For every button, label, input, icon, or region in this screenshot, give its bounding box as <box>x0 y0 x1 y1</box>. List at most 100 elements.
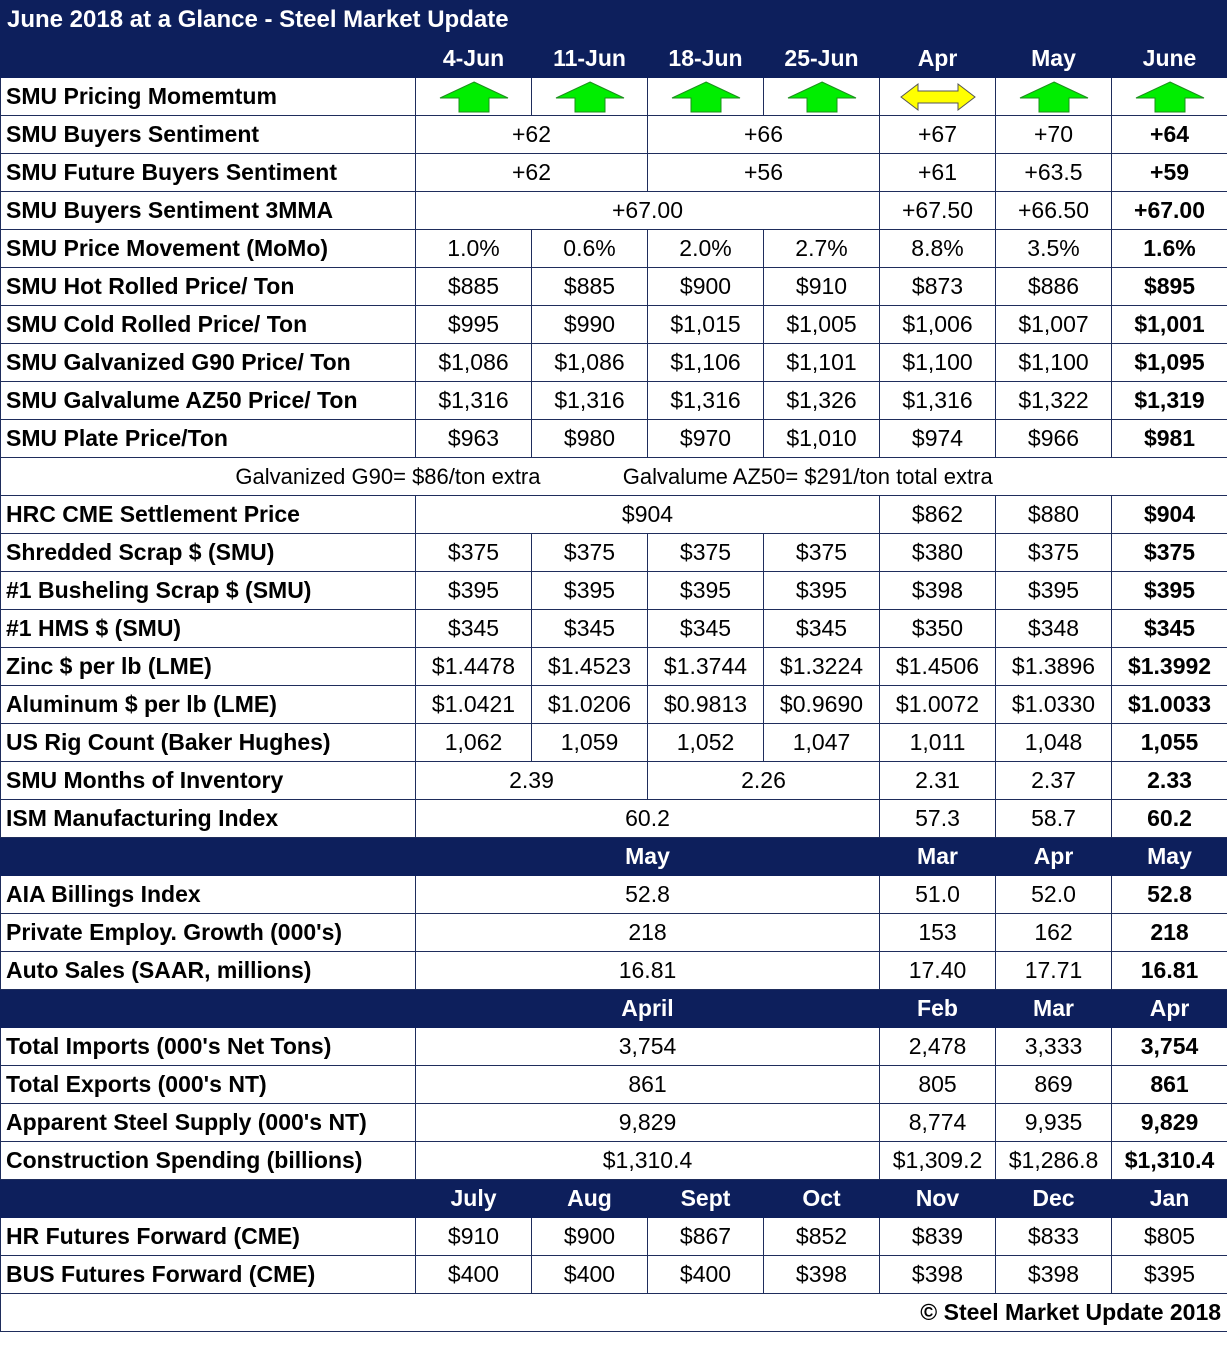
row-label: HRC CME Settlement Price <box>0 495 416 534</box>
table-cell: $1,286.8 <box>995 1141 1112 1180</box>
table-cell: $886 <box>995 267 1112 306</box>
table-cell: 1,062 <box>415 723 532 762</box>
left-right-arrow-icon <box>899 82 976 111</box>
table-cell: $0.9690 <box>763 685 880 724</box>
section2-rows: AIA Billings Index 52.8 51.0 52.0 52.8 Privat… <box>0 875 1227 990</box>
week-header-row: 4-Jun 11-Jun 18-Jun 25-Jun Apr May June <box>0 39 1227 78</box>
table-cell: +66 <box>647 115 880 154</box>
table-cell: $395 <box>995 571 1112 610</box>
table-cell: $375 <box>995 533 1112 572</box>
table-row: Auto Sales (SAAR, millions) 16.81 17.40 17.… <box>0 951 1227 990</box>
table-cell: 17.40 <box>879 951 996 990</box>
table-cell: $1,100 <box>995 343 1112 382</box>
table-row: Zinc $ per lb (LME) $1.4478 $1.4523 $1.3744… <box>0 647 1227 686</box>
table-cell: $963 <box>415 419 532 458</box>
table-title: June 2018 at a Glance - Steel Market Upd… <box>0 0 1227 40</box>
table-row: Construction Spending (billions) $1,310.4… <box>0 1141 1227 1180</box>
table-cell: 9,829 <box>415 1103 880 1142</box>
table-cell: $1,316 <box>647 381 764 420</box>
section-header: Feb <box>879 989 996 1028</box>
inventory-row: SMU Months of Inventory 2.39 2.26 2.31 2… <box>0 761 1227 800</box>
table-cell: $375 <box>647 533 764 572</box>
table-cell: $1,316 <box>879 381 996 420</box>
table-cell: $974 <box>879 419 996 458</box>
table-cell: $1.4478 <box>415 647 532 686</box>
table-row: SMU Galvalume AZ50 Price/ Ton $1,316 $1,31… <box>0 381 1227 420</box>
row-label: Aluminum $ per lb (LME) <box>0 685 416 724</box>
header-spacer <box>0 39 416 78</box>
table-row: SMU Hot Rolled Price/ Ton $885 $885 $900 $91… <box>0 267 1227 306</box>
table-cell: $910 <box>415 1217 532 1256</box>
table-cell: $805 <box>1110 1217 1227 1256</box>
table-row: SMU Cold Rolled Price/ Ton $995 $990 $1,015… <box>0 305 1227 344</box>
table-cell: $400 <box>415 1255 532 1294</box>
month-header: May <box>995 39 1112 78</box>
table-cell: $862 <box>879 495 996 534</box>
futures-month-header: Dec <box>995 1179 1112 1218</box>
table-cell: +62 <box>415 153 648 192</box>
up-arrow-icon <box>439 80 508 112</box>
table-cell: $885 <box>531 267 648 306</box>
footer-row: © Steel Market Update 2018 <box>0 1293 1227 1332</box>
row-label: Total Imports (000's Net Tons) <box>0 1027 416 1066</box>
current-cell: 218 <box>1110 913 1227 952</box>
row-label: AIA Billings Index <box>0 875 416 914</box>
table-row: SMU Plate Price/Ton $963 $980 $970 $1,010 $97… <box>0 419 1227 458</box>
table-cell: 2.39 <box>415 761 648 800</box>
row-label: SMU Future Buyers Sentiment <box>0 153 416 192</box>
table-row: Total Exports (000's NT) 861 805 869 861 <box>0 1065 1227 1104</box>
row-label: Construction Spending (billions) <box>0 1141 416 1180</box>
month-header: June <box>1110 39 1227 78</box>
title-row: June 2018 at a Glance - Steel Market Upd… <box>0 0 1227 40</box>
header-spacer <box>0 989 416 1028</box>
current-cell: $1.0033 <box>1110 685 1227 724</box>
table-cell: 869 <box>995 1065 1112 1104</box>
current-cell: $395 <box>1110 571 1227 610</box>
table-row: Apparent Steel Supply (000's NT) 9,829 8,7… <box>0 1103 1227 1142</box>
table-cell: 2.0% <box>647 229 764 268</box>
momentum-row: SMU Pricing Momemtum <box>0 77 1227 116</box>
current-cell: $345 <box>1110 609 1227 648</box>
current-cell: 3,754 <box>1110 1027 1227 1066</box>
table-cell: $839 <box>879 1217 996 1256</box>
table-cell: $345 <box>415 609 532 648</box>
header-spacer <box>0 1179 416 1218</box>
table-cell: +63.5 <box>995 153 1112 192</box>
row-label: SMU Cold Rolled Price/ Ton <box>0 305 416 344</box>
futures-month-header: July <box>415 1179 532 1218</box>
table-cell: 52.0 <box>995 875 1112 914</box>
ism-row: ISM Manufacturing Index 60.2 57.3 58.7 6… <box>0 799 1227 838</box>
note-row: Galvanized G90= $86/ton extra Galvalume … <box>0 457 1227 496</box>
table-row: Aluminum $ per lb (LME) $1.0421 $1.0206 $0.… <box>0 685 1227 724</box>
futures-header-row: July Aug Sept Oct Nov Dec Jan <box>0 1179 1227 1218</box>
momentum-cell <box>647 77 764 116</box>
table-cell: 162 <box>995 913 1112 952</box>
table-row: SMU Price Movement (MoMo) 1.0% 0.6% 2.0% 2.7… <box>0 229 1227 268</box>
table-cell: $398 <box>995 1255 1112 1294</box>
row-label: Zinc $ per lb (LME) <box>0 647 416 686</box>
table-cell: $398 <box>879 571 996 610</box>
futures-rows: HR Futures Forward (CME) $910 $900 $867 $852… <box>0 1217 1227 1294</box>
futures-month-header: Sept <box>647 1179 764 1218</box>
row-label: SMU Price Movement (MoMo) <box>0 229 416 268</box>
table-cell: $400 <box>647 1255 764 1294</box>
table-cell: 1,059 <box>531 723 648 762</box>
section-header: May <box>1110 837 1227 876</box>
futures-month-header: Jan <box>1110 1179 1227 1218</box>
momentum-cell <box>415 77 532 116</box>
current-cell: $1,001 <box>1110 305 1227 344</box>
steel-market-table: June 2018 at a Glance - Steel Market Upd… <box>0 0 1227 1332</box>
current-cell: $1,095 <box>1110 343 1227 382</box>
current-cell: 2.33 <box>1110 761 1227 800</box>
table-cell: 60.2 <box>415 799 880 838</box>
table-cell: 2.31 <box>879 761 996 800</box>
table-cell: $900 <box>647 267 764 306</box>
table-cell: $1,309.2 <box>879 1141 996 1180</box>
table-cell: 9,935 <box>995 1103 1112 1142</box>
up-arrow-icon <box>1135 80 1204 112</box>
table-cell: 51.0 <box>879 875 996 914</box>
table-cell: $867 <box>647 1217 764 1256</box>
current-cell: +59 <box>1110 153 1227 192</box>
row-label: Auto Sales (SAAR, millions) <box>0 951 416 990</box>
table-cell: $1,100 <box>879 343 996 382</box>
